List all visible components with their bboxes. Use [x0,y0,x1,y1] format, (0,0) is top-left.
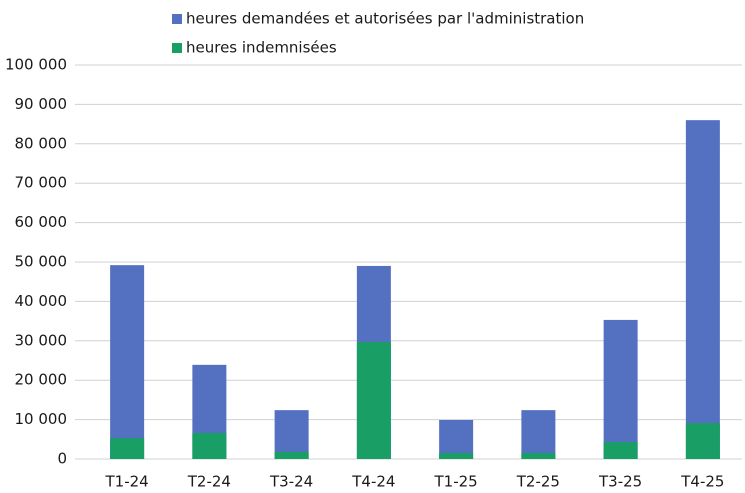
y-tick-label: 100 000 [5,56,67,74]
bar [192,432,227,459]
bar [110,265,145,459]
y-tick-label: 0 [57,450,67,468]
y-tick-label: 40 000 [15,292,68,310]
x-tick-label: T1-25 [434,473,478,491]
bar [439,419,474,459]
legend-swatch [172,43,182,53]
legend-label: heures indemnisées [186,39,337,57]
x-tick-label: T1-24 [105,473,149,491]
y-tick-label: 10 000 [15,410,68,428]
bar [274,451,309,459]
y-tick-label: 80 000 [15,134,68,152]
y-tick-label: 50 000 [15,253,68,271]
y-tick-label: 70 000 [15,174,68,192]
x-tick-label: T3-24 [269,473,313,491]
x-tick-label: T3-25 [598,473,642,491]
bar [439,453,474,459]
bar [603,442,638,459]
bar [685,120,720,459]
x-tick-label: T4-24 [351,473,395,491]
bar [110,438,145,459]
y-tick-label: 20 000 [15,371,68,389]
bar [521,453,556,459]
bar [685,423,720,459]
legend-label: heures demandées et autorisées par l'adm… [186,10,584,28]
y-tick-label: 30 000 [15,331,68,349]
x-tick-label: T2-25 [516,473,560,491]
bar [356,341,391,459]
bar [603,319,638,459]
y-tick-label: 60 000 [15,213,68,231]
bar [274,410,309,459]
y-tick-label: 90 000 [15,95,68,113]
legend-swatch [172,14,182,24]
x-tick-label: T4-25 [680,473,724,491]
x-tick-label: T2-24 [187,473,231,491]
bar [521,410,556,459]
